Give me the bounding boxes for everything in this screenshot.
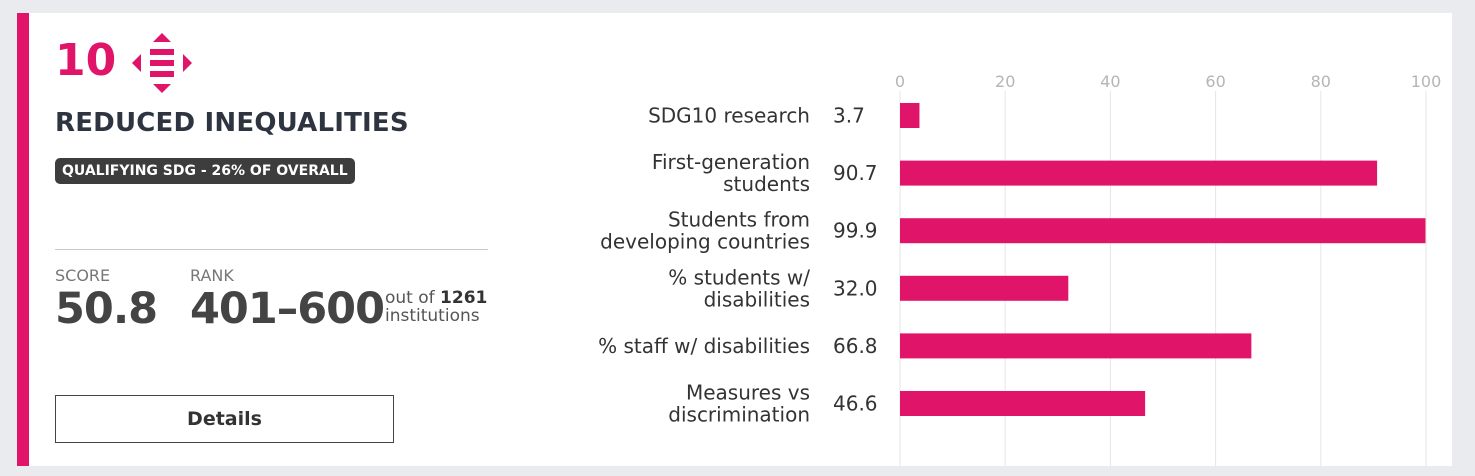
out-of-prefix: out of	[385, 288, 435, 308]
x-tick-label: 40	[1100, 72, 1120, 91]
value-label: 66.8	[833, 334, 878, 358]
rank-label: RANK	[190, 266, 234, 285]
details-button[interactable]: Details	[55, 395, 394, 443]
bar	[900, 103, 920, 128]
value-label: 46.6	[833, 392, 878, 416]
bar	[900, 275, 1069, 301]
value-label: 99.9	[833, 219, 878, 243]
category-label: SDG10 research	[648, 104, 810, 128]
reduced-inequalities-icon	[132, 33, 192, 93]
x-tick-label: 80	[1311, 72, 1331, 91]
indicator-bar-chart: 0 20 40 60 80 100 3.7 SDG10 research 90.7 First-g…	[598, 72, 1442, 466]
x-tick-label: 100	[1411, 72, 1442, 91]
divider	[55, 249, 488, 250]
category-label: Measures vs discrimination	[668, 381, 810, 427]
x-tick-label: 0	[895, 72, 905, 91]
qualifying-badge: QUALIFYING SDG - 26% OF OVERALL	[55, 158, 355, 184]
bar	[900, 333, 1252, 359]
bar	[900, 218, 1426, 244]
institution-count: 1261	[440, 288, 488, 308]
bar	[900, 160, 1378, 186]
score-value: 50.8	[55, 284, 158, 334]
rank-out-of: out of 1261 institutions	[385, 289, 487, 326]
category-label: Students from developing countries	[600, 208, 810, 254]
value-label: 90.7	[833, 161, 878, 185]
x-tick-label: 60	[1205, 72, 1225, 91]
score-label: SCORE	[55, 266, 111, 285]
category-label: % staff w/ disabilities	[598, 334, 810, 358]
sdg-number: 10	[55, 35, 117, 86]
rank-value: 401–600	[190, 284, 385, 334]
value-label: 3.7	[833, 104, 865, 128]
out-of-suffix: institutions	[385, 306, 480, 327]
accent-bar	[17, 13, 29, 466]
category-label: First-generation students	[652, 150, 810, 196]
sdg-card: 10 REDUCED INEQUALITIES QUALIFYING SDG -…	[17, 13, 1452, 466]
bar	[900, 391, 1146, 416]
value-label: 32.0	[833, 276, 878, 300]
sdg-title: REDUCED INEQUALITIES	[55, 108, 409, 138]
summary-panel: 10 REDUCED INEQUALITIES QUALIFYING SDG -…	[55, 13, 495, 466]
x-tick-label: 20	[995, 72, 1015, 91]
category-label: % students w/disabilities	[668, 265, 810, 311]
